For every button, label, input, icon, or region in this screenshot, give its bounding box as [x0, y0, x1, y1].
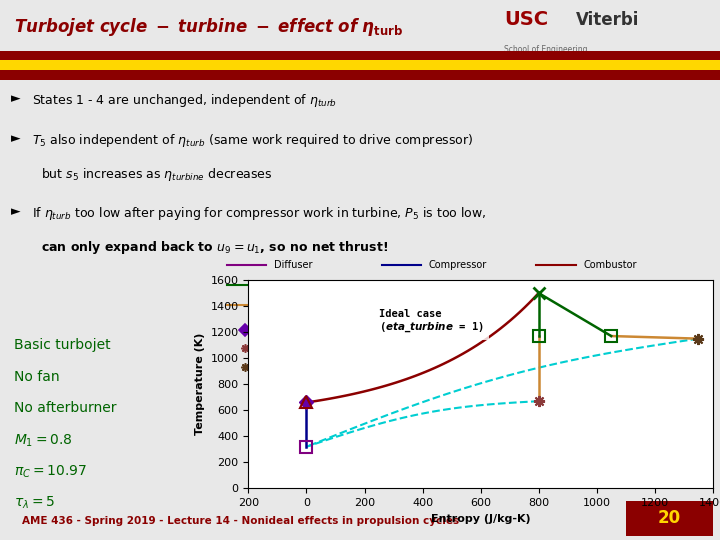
FancyBboxPatch shape — [626, 501, 713, 536]
Text: ►: ► — [11, 92, 20, 105]
Text: can only expand back to $u_9 = u_1$, so no net thrust!: can only expand back to $u_9 = u_1$, so … — [41, 239, 388, 256]
Text: $\bfit{Turbojet\ cycle\ -\ turbine\ -\ effect\ of\ }\bfit{\eta}_{{\bf turb}}$: $\bfit{Turbojet\ cycle\ -\ turbine\ -\ e… — [14, 16, 404, 38]
Text: $\pi_C = 10.97$: $\pi_C = 10.97$ — [14, 463, 88, 480]
Text: $M_1 = 0.8$: $M_1 = 0.8$ — [14, 432, 73, 449]
Text: If $\eta_{turb}$ too low after paying for compressor work in turbine, $P_5$ is t: If $\eta_{turb}$ too low after paying fo… — [32, 205, 487, 222]
Bar — [0, 60, 720, 70]
Text: USC: USC — [504, 10, 548, 29]
Text: Turbine (fan): Turbine (fan) — [428, 280, 490, 291]
Text: but $s_5$ increases as $\eta_{turbine}$ decreases: but $s_5$ increases as $\eta_{turbine}$ … — [41, 166, 273, 183]
Y-axis label: Temperature (K): Temperature (K) — [195, 333, 205, 435]
Text: Compressor: Compressor — [428, 260, 487, 271]
Text: Turbine (comp): Turbine (comp) — [274, 280, 347, 291]
Text: 7: 7 — [565, 362, 572, 372]
Text: $T_5$ also independent of $\eta_{turb}$ (same work required to drive compressor): $T_5$ also independent of $\eta_{turb}$ … — [32, 132, 474, 149]
Text: 3: 3 — [410, 325, 417, 335]
X-axis label: Entropy (J/kg-K): Entropy (J/kg-K) — [431, 514, 531, 524]
Text: Close the cycle: Close the cycle — [428, 300, 503, 310]
Text: Combustor: Combustor — [583, 260, 636, 271]
Text: $\tau_{\lambda} = 5$: $\tau_{\lambda} = 5$ — [14, 495, 55, 511]
Text: 5: 5 — [256, 343, 262, 353]
Text: Diffuser: Diffuser — [274, 260, 312, 271]
Text: No fan: No fan — [14, 370, 60, 383]
Text: 1: 1 — [565, 325, 572, 335]
Text: ►: ► — [11, 132, 20, 145]
Text: No afterburner: No afterburner — [14, 401, 117, 415]
Text: Basic turbojet: Basic turbojet — [14, 339, 111, 353]
Bar — [0, 70, 720, 80]
Text: Nozzle: Nozzle — [274, 300, 305, 310]
Text: Viterbi: Viterbi — [576, 11, 639, 29]
Text: 20: 20 — [658, 509, 681, 528]
Bar — [0, 51, 720, 60]
Text: 4: 4 — [565, 343, 572, 353]
Text: ►: ► — [11, 205, 20, 218]
Text: 2: 2 — [256, 325, 262, 335]
Text: 6: 6 — [410, 343, 417, 353]
Text: States 1 - 4 are unchanged, independent of $\eta_{turb}$: States 1 - 4 are unchanged, independent … — [32, 92, 337, 110]
Text: Afterburner: Afterburner — [583, 280, 639, 291]
Text: 9: 9 — [256, 362, 262, 372]
Text: School of Engineering: School of Engineering — [504, 45, 588, 53]
Text: AME 436 - Spring 2019 - Lecture 14 - Nonideal effects in propulsion cycles: AME 436 - Spring 2019 - Lecture 14 - Non… — [22, 516, 459, 525]
Text: Ideal case
($\bfit{eta\_turbine}$ = 1): Ideal case ($\bfit{eta\_turbine}$ = 1) — [379, 309, 484, 334]
